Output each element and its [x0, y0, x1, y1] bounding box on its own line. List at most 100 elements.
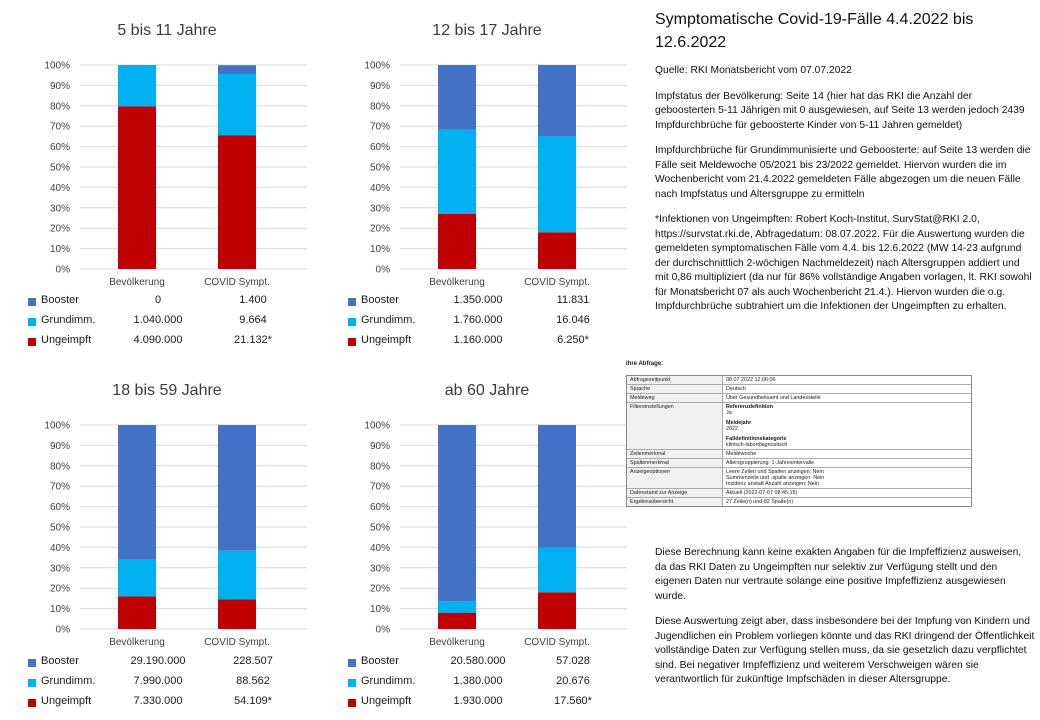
bar-segment-booster: [438, 425, 476, 602]
y-tick-label: 90%: [370, 441, 390, 452]
query-row: Ergebnisübersicht 27 Zeile(n) und 82 Spa…: [627, 498, 971, 506]
y-tick-label: 80%: [50, 101, 70, 112]
legend-row-booster: Booster 1.350.000 11.831: [348, 294, 648, 314]
y-tick-label: 0%: [56, 265, 71, 276]
legend-row-ungeimpft: Ungeimpft 1.930.000 17.560*: [348, 695, 648, 715]
bar-segment-booster: [438, 65, 476, 130]
y-tick-label: 60%: [370, 142, 390, 153]
value-covid: 88.562: [236, 675, 270, 687]
y-tick-label: 30%: [50, 563, 70, 574]
chart-plot: 0% 10% 20% 30% 40% 50% 60% 70% 80% 90% 100% Bevölke…: [44, 421, 307, 648]
chart-title: 18 bis 59 Jahre: [112, 382, 222, 399]
legend-swatch-ungeimpft: [348, 338, 356, 346]
value-population: 1.160.000: [453, 334, 503, 346]
filter-label: Meldejahr: [726, 420, 752, 426]
bar-segment-ungeimpft: [118, 596, 156, 629]
value-population: 20.580.000: [450, 655, 506, 667]
bar-segment-grundimm: [538, 136, 576, 233]
chart-plot: 0% 10% 20% 30% 40% 50% 60% 70% 80% 90% 100% Bevölke…: [364, 61, 627, 288]
y-tick-label: 20%: [50, 224, 70, 235]
y-tick-label: 70%: [370, 482, 390, 493]
bar-segment-booster: [218, 65, 256, 74]
query-value: Referenzdefinition Ja Meldejahr 2022 Fal…: [723, 403, 971, 449]
value-covid: 9.664: [239, 314, 267, 326]
bar-segment-grundimm: [438, 129, 476, 214]
x-tick-label: COVID Sympt.: [524, 277, 590, 288]
bar-segment-grundimm: [438, 601, 476, 613]
y-tick-label: 60%: [370, 502, 390, 513]
page-title: Symptomatische Covid-19-Fälle 4.4.2022 b…: [655, 11, 974, 51]
chart-title: 12 bis 17 Jahre: [432, 22, 542, 39]
bar-segment-ungeimpft: [438, 213, 476, 269]
query-key: Filtereinstellungen: [627, 403, 723, 449]
value-population: 1.380.000: [453, 675, 503, 687]
bar-segment-grundimm: [218, 73, 256, 136]
legend-swatch-booster: [28, 298, 36, 306]
value-covid: 6.250*: [557, 334, 589, 346]
chart-title: ab 60 Jahre: [444, 382, 530, 399]
query-key: Ergebnisübersicht: [627, 498, 723, 506]
chart-title: 5 bis 11 Jahre: [117, 22, 217, 39]
value-covid: 11.831: [556, 294, 590, 306]
population-note: Impfstatus der Bevölkerung: Seite 14 (hi…: [655, 90, 1025, 131]
chart-plot: 0% 10% 20% 30% 40% 50% 60% 70% 80% 90% 100% Bevölke…: [44, 61, 307, 288]
legend-label: Grundimm.: [41, 675, 96, 687]
y-tick-label: 30%: [370, 203, 390, 214]
value-covid: 54.109*: [234, 695, 272, 707]
legend-table: Booster 20.580.000 57.028 Grundimm. 1.38…: [348, 655, 648, 715]
legend-label: Ungeimpft: [41, 334, 92, 346]
x-tick-label: Bevölkerung: [429, 637, 485, 648]
x-tick-label: COVID Sympt.: [204, 277, 270, 288]
chart-panel-12-17: 12 bis 17 Jahre 0% 10% 20% 30% 40% 50% 60% 70% 8…: [332, 0, 642, 355]
explanation-column: Symptomatische Covid-19-Fälle 4.4.2022 b…: [655, 8, 1035, 326]
y-tick-label: 60%: [50, 142, 70, 153]
x-tick-label: Bevölkerung: [109, 277, 165, 288]
value-covid: 16.046: [556, 314, 590, 326]
y-tick-label: 20%: [50, 584, 70, 595]
legend-label: Booster: [41, 655, 79, 667]
limitation-note: Diese Berechnung kann keine exakten Anga…: [655, 547, 1022, 602]
filter-value: 2022: [726, 426, 738, 432]
y-tick-label: 90%: [50, 81, 70, 92]
y-tick-label: 30%: [370, 563, 390, 574]
bar-segment-booster: [538, 65, 576, 137]
value-covid: 20.676: [556, 675, 590, 687]
query-row: Spaltenmerkmal Altersgruppierung: 1-Jahr…: [627, 459, 971, 468]
unvaccinated-note: *Infektionen von Ungeimpften: Robert Koc…: [655, 214, 1032, 312]
y-tick-label: 40%: [50, 183, 70, 194]
legend-swatch-booster: [28, 659, 36, 667]
y-tick-label: 70%: [370, 122, 390, 133]
value-population: 1.930.000: [453, 695, 503, 707]
y-tick-label: 10%: [370, 244, 390, 255]
bar-segment-grundimm: [118, 65, 156, 107]
y-tick-label: 70%: [50, 122, 70, 133]
query-row: Anzeigeoptionen Leere Zeilen und Spalten…: [627, 468, 971, 489]
bar-segment-ungeimpft: [538, 232, 576, 269]
y-tick-label: 100%: [44, 61, 70, 72]
y-tick-label: 40%: [370, 183, 390, 194]
y-tick-label: 10%: [50, 604, 70, 615]
legend-label: Ungeimpft: [361, 695, 412, 707]
query-key: Zeilenmerkmal: [627, 450, 723, 458]
value-population: 1.350.000: [453, 294, 503, 306]
x-tick-label: COVID Sympt.: [524, 637, 590, 648]
query-value: 08.07.2022 12:06:06: [726, 377, 776, 383]
legend-swatch-grundimm: [348, 679, 356, 687]
y-tick-label: 50%: [370, 163, 390, 174]
y-tick-label: 0%: [376, 625, 391, 636]
query-key: Anzeigeoptionen: [627, 468, 723, 488]
value-covid: 17.560*: [554, 695, 592, 707]
legend-row-ungeimpft: Ungeimpft 7.330.000 54.109*: [28, 695, 328, 715]
legend-swatch-grundimm: [348, 318, 356, 326]
y-tick-label: 20%: [370, 224, 390, 235]
y-tick-label: 60%: [50, 502, 70, 513]
query-key: Sprache: [627, 385, 723, 393]
filter-value: Ja: [726, 410, 732, 416]
query-heading: Ihre Abfrage:: [626, 361, 664, 367]
bar-segment-grundimm: [118, 559, 156, 597]
query-row: Sprache Deutsch: [627, 385, 971, 394]
y-tick-label: 90%: [50, 441, 70, 452]
breakthrough-note: Impfdurchbrüche für Grundimmunisierte un…: [655, 145, 1031, 200]
legend-row-ungeimpft: Ungeimpft 4.090.000 21.132*: [28, 334, 328, 354]
bar-segment-grundimm: [538, 547, 576, 593]
